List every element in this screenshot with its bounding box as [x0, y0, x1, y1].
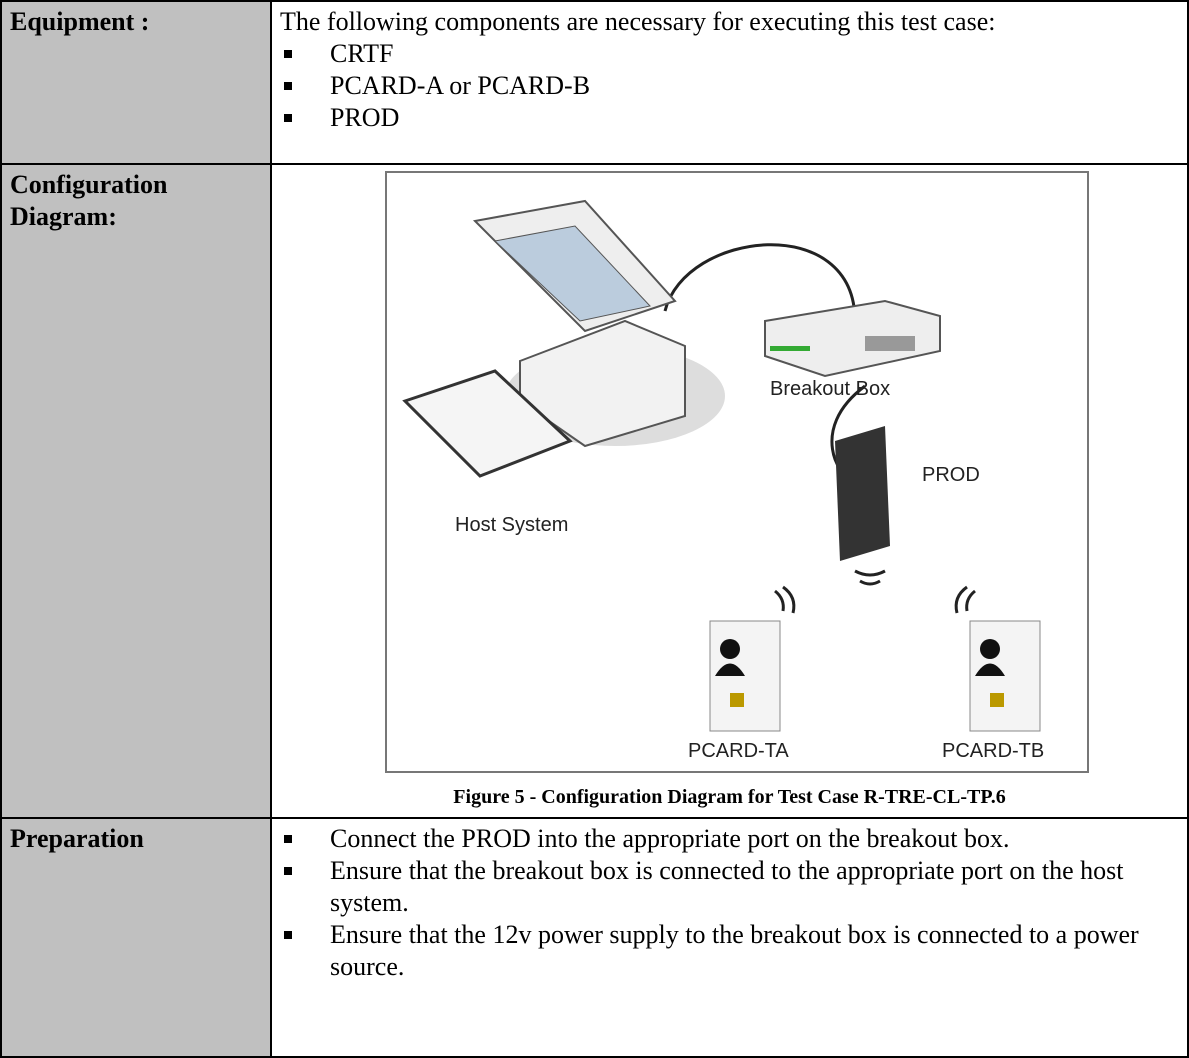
diagram-label: PCARD-TA — [688, 740, 789, 762]
figure-caption: Figure 5 - Configuration Diagram for Tes… — [453, 786, 1006, 808]
diagram-label: Breakout Box — [770, 378, 890, 400]
cell: Connect the PROD into the appropriate po… — [270, 817, 1189, 1058]
diagram-label: Host System — [455, 514, 568, 536]
list-item: Connect the PROD into the appropriate po… — [280, 823, 1179, 855]
intro: The following components are necessary f… — [280, 7, 996, 36]
row-label: Preparation — [0, 817, 272, 1058]
list-item: Ensure that the breakout box is connecte… — [280, 855, 1179, 919]
row: Configuration Diagram: Breakout Box Host… — [0, 163, 1189, 819]
row: Preparation Connect the PROD into the ap… — [0, 817, 1189, 1058]
list-item: CRTF — [280, 38, 1179, 70]
list-item: Ensure that the 12v power supply to the … — [280, 919, 1179, 983]
cell: Breakout Box Host System PROD PCARD-TA P… — [270, 163, 1189, 819]
row: Equipment : The following components are… — [0, 0, 1189, 165]
cell: The following components are necessary f… — [270, 0, 1189, 165]
list: Connect the PROD into the appropriate po… — [280, 823, 1179, 983]
list: CRTF PCARD-A or PCARD-B PROD — [280, 38, 1179, 134]
diagram-label: PROD — [922, 464, 980, 486]
row-label: Configuration Diagram: — [0, 163, 272, 819]
row-label: Equipment : — [0, 0, 272, 165]
list-item: PCARD-A or PCARD-B — [280, 70, 1179, 102]
list-item: PROD — [280, 102, 1179, 134]
diagram-label: PCARD-TB — [942, 740, 1044, 762]
diagram: Breakout Box Host System PROD PCARD-TA P… — [385, 171, 1089, 773]
